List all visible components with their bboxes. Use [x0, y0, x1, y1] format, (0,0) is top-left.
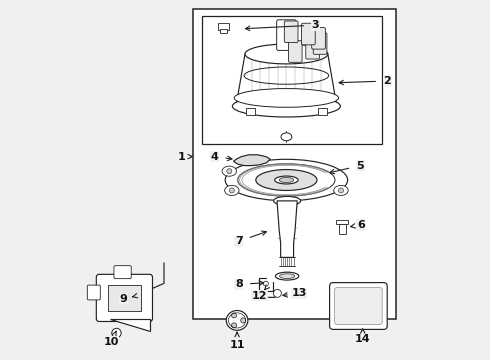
FancyBboxPatch shape — [313, 33, 327, 54]
Polygon shape — [110, 319, 149, 331]
Text: 10: 10 — [103, 337, 119, 347]
Ellipse shape — [232, 95, 341, 117]
Bar — [193, 9, 396, 319]
Text: 9: 9 — [120, 294, 127, 304]
Ellipse shape — [275, 272, 299, 280]
Text: 13: 13 — [292, 288, 307, 298]
Text: 4: 4 — [211, 152, 219, 162]
Circle shape — [112, 328, 121, 338]
Ellipse shape — [279, 177, 294, 183]
Circle shape — [273, 289, 281, 297]
Ellipse shape — [275, 176, 298, 184]
Bar — [220, 29, 227, 33]
FancyBboxPatch shape — [87, 285, 100, 300]
Ellipse shape — [224, 185, 239, 195]
Text: 6: 6 — [357, 220, 365, 230]
Bar — [339, 224, 346, 234]
Bar — [202, 16, 382, 144]
Text: 14: 14 — [355, 334, 370, 344]
Ellipse shape — [226, 310, 248, 330]
Ellipse shape — [334, 185, 348, 195]
FancyBboxPatch shape — [289, 41, 302, 62]
Circle shape — [339, 188, 343, 193]
Ellipse shape — [222, 166, 237, 176]
Ellipse shape — [245, 44, 328, 64]
Text: 3: 3 — [311, 20, 319, 30]
Text: 11: 11 — [229, 340, 245, 350]
FancyBboxPatch shape — [114, 266, 131, 279]
Polygon shape — [233, 155, 270, 166]
FancyBboxPatch shape — [97, 274, 152, 321]
Circle shape — [231, 313, 237, 318]
Bar — [108, 285, 141, 311]
Circle shape — [227, 168, 232, 174]
Ellipse shape — [281, 133, 292, 141]
Circle shape — [241, 318, 245, 323]
FancyBboxPatch shape — [306, 37, 319, 59]
Bar — [246, 108, 255, 115]
Text: 2: 2 — [383, 76, 391, 86]
Circle shape — [229, 188, 234, 193]
Circle shape — [263, 281, 269, 286]
Text: 5: 5 — [356, 161, 364, 171]
Ellipse shape — [225, 159, 347, 201]
Ellipse shape — [256, 170, 317, 190]
FancyBboxPatch shape — [330, 283, 387, 329]
FancyBboxPatch shape — [335, 288, 382, 324]
Bar — [218, 23, 229, 30]
Bar — [337, 220, 348, 224]
Text: 12: 12 — [252, 291, 267, 301]
Ellipse shape — [238, 164, 335, 196]
Polygon shape — [277, 201, 297, 257]
Bar — [318, 108, 327, 115]
Ellipse shape — [234, 89, 339, 107]
FancyBboxPatch shape — [284, 21, 298, 42]
Ellipse shape — [273, 197, 301, 205]
Ellipse shape — [280, 274, 294, 279]
FancyBboxPatch shape — [312, 27, 325, 49]
FancyBboxPatch shape — [277, 20, 296, 50]
Text: 1: 1 — [178, 152, 186, 162]
Text: 7: 7 — [235, 236, 243, 246]
FancyBboxPatch shape — [301, 23, 315, 45]
Circle shape — [231, 323, 237, 328]
Text: 8: 8 — [235, 279, 243, 289]
